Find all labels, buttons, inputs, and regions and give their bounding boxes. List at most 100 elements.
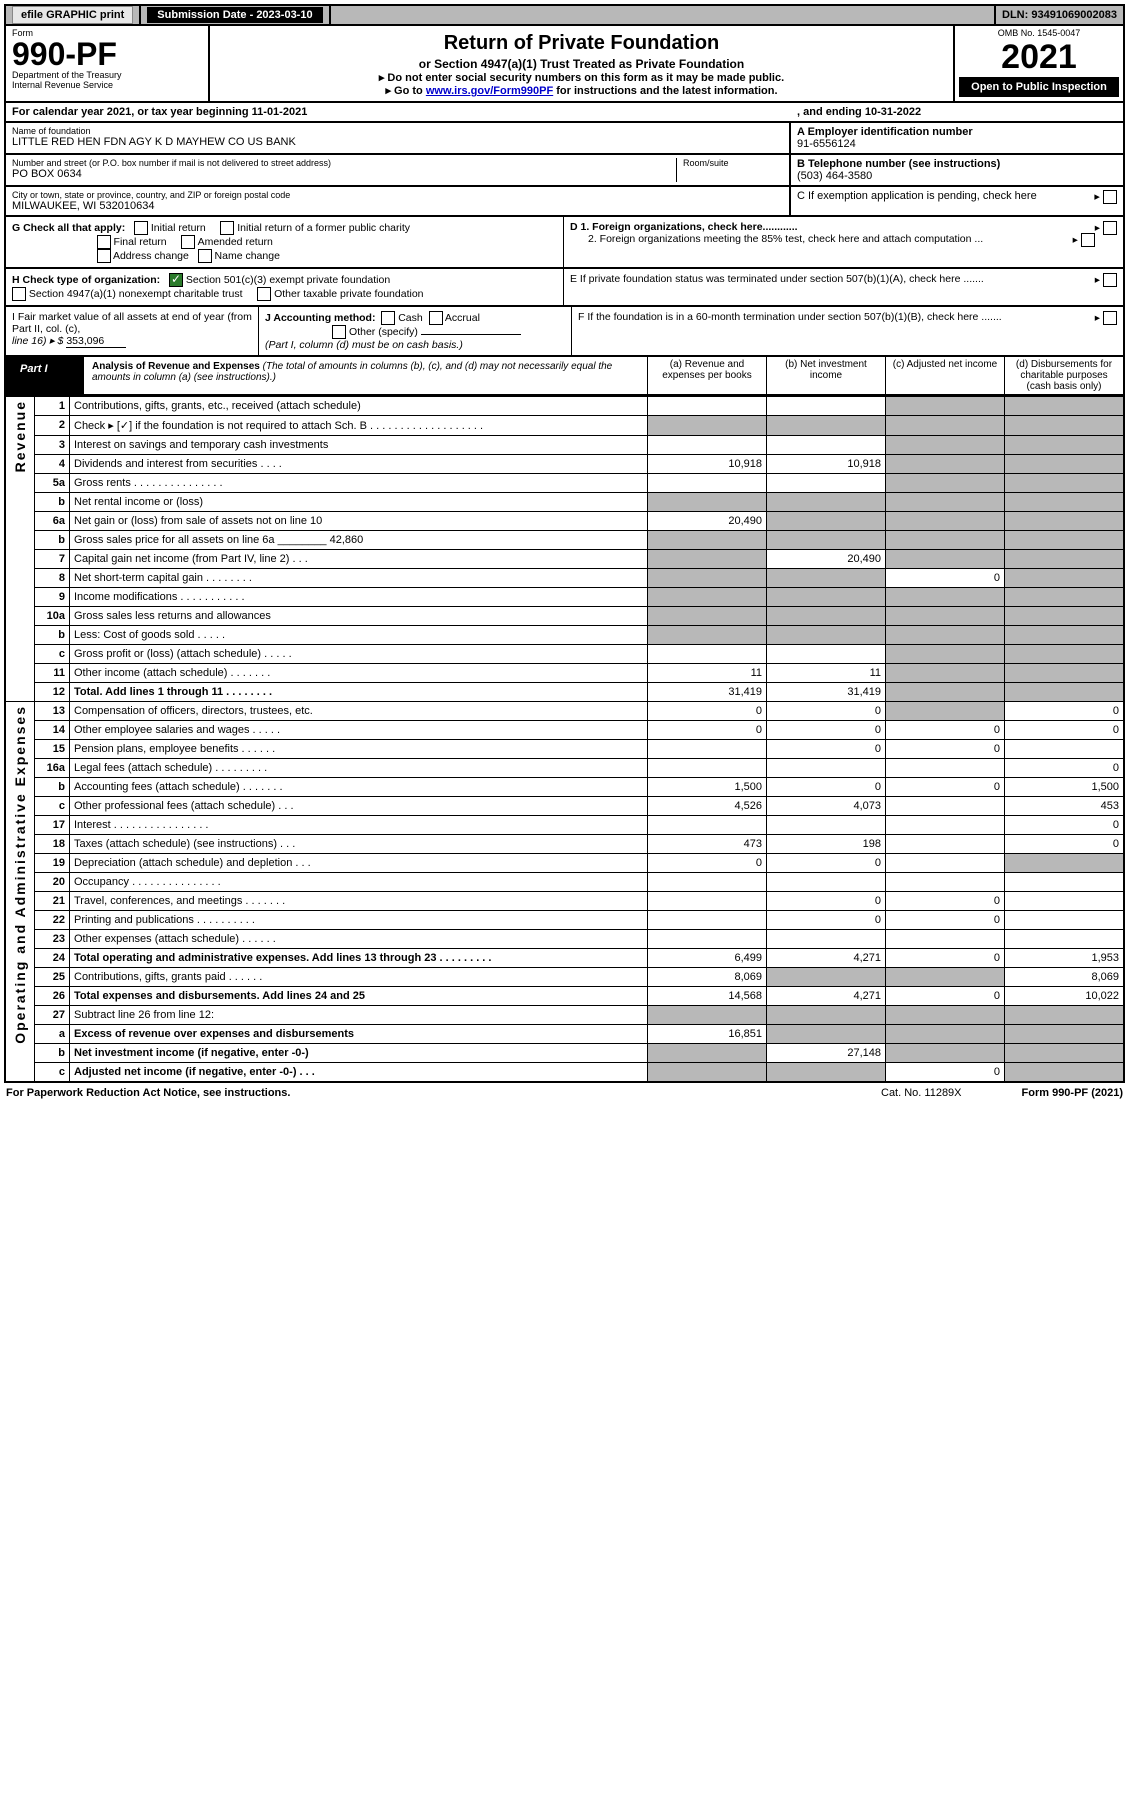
fmv: 353,096: [66, 335, 126, 348]
check-c[interactable]: [1103, 190, 1117, 204]
check-amended[interactable]: [181, 235, 195, 249]
paperwork-notice: For Paperwork Reduction Act Notice, see …: [6, 1087, 290, 1099]
table-row: 19Depreciation (attach schedule) and dep…: [5, 854, 1124, 873]
city: MILWAUKEE, WI 532010634: [12, 200, 783, 212]
col-b-hdr: (b) Net investment income: [766, 357, 885, 394]
check-initial[interactable]: [134, 221, 148, 235]
table-row: 16aLegal fees (attach schedule) . . . . …: [5, 759, 1124, 778]
check-4947[interactable]: [12, 287, 26, 301]
page-footer: For Paperwork Reduction Act Notice, see …: [4, 1083, 1125, 1103]
check-cash[interactable]: [381, 311, 395, 325]
col-c-hdr: (c) Adjusted net income: [885, 357, 1004, 394]
table-row: 3Interest on savings and temporary cash …: [5, 436, 1124, 455]
check-e[interactable]: [1103, 273, 1117, 287]
check-other-acct[interactable]: [332, 325, 346, 339]
table-row: bAccounting fees (attach schedule) . . .…: [5, 778, 1124, 797]
table-row: cOther professional fees (attach schedul…: [5, 797, 1124, 816]
phone: (503) 464-3580: [797, 170, 1117, 182]
cat-no: Cat. No. 11289X: [881, 1087, 962, 1099]
table-row: 8Net short-term capital gain . . . . . .…: [5, 569, 1124, 588]
table-row: 4Dividends and interest from securities …: [5, 455, 1124, 474]
ein-label: A Employer identification number: [797, 126, 1117, 138]
address: PO BOX 0634: [12, 168, 676, 180]
table-row: 14Other employee salaries and wages . . …: [5, 721, 1124, 740]
check-other-tax[interactable]: [257, 287, 271, 301]
table-row: Operating and Administrative Expenses13C…: [5, 702, 1124, 721]
check-501c3[interactable]: [169, 273, 183, 287]
d2: 2. Foreign organizations meeting the 85%…: [588, 233, 983, 245]
part1-header: Part I Analysis of Revenue and Expenses …: [4, 357, 1125, 396]
expenses-side: Operating and Administrative Expenses: [12, 705, 28, 1044]
h-label: H Check type of organization:: [12, 274, 160, 286]
part1-table: Revenue1Contributions, gifts, grants, et…: [4, 396, 1125, 1083]
check-final[interactable]: [97, 235, 111, 249]
check-former[interactable]: [220, 221, 234, 235]
table-row: 26Total expenses and disbursements. Add …: [5, 987, 1124, 1006]
calendar-row: For calendar year 2021, or tax year begi…: [4, 103, 1125, 123]
table-row: 12Total. Add lines 1 through 11 . . . . …: [5, 683, 1124, 702]
j-note: (Part I, column (d) must be on cash basi…: [265, 339, 463, 351]
room-label: Room/suite: [683, 158, 783, 168]
table-row: bNet investment income (if negative, ent…: [5, 1044, 1124, 1063]
check-accrual[interactable]: [429, 311, 443, 325]
table-row: 21Travel, conferences, and meetings . . …: [5, 892, 1124, 911]
box-f: F If the foundation is in a 60-month ter…: [578, 311, 1002, 323]
check-f[interactable]: [1103, 311, 1117, 325]
check-d1[interactable]: [1103, 221, 1117, 235]
form-number: 990-PF: [12, 38, 202, 70]
form-title: Return of Private Foundation: [220, 32, 943, 55]
efile-btn[interactable]: efile GRAPHIC print: [6, 6, 141, 24]
top-bar: efile GRAPHIC print Submission Date - 20…: [4, 4, 1125, 26]
tax-year: 2021: [959, 38, 1119, 77]
j-label: J Accounting method:: [265, 312, 375, 324]
submission-pill: Submission Date - 2023-03-10: [141, 6, 330, 24]
irs: Internal Revenue Service: [12, 80, 202, 90]
irs-link[interactable]: www.irs.gov/Form990PF: [426, 85, 553, 97]
dln: DLN: 93491069002083: [994, 6, 1123, 24]
g-label: G Check all that apply:: [12, 222, 125, 234]
table-row: 24Total operating and administrative exp…: [5, 949, 1124, 968]
table-row: Revenue1Contributions, gifts, grants, et…: [5, 397, 1124, 416]
check-name[interactable]: [198, 249, 212, 263]
instr-1: ▸ Do not enter social security numbers o…: [220, 71, 943, 84]
table-row: 22Printing and publications . . . . . . …: [5, 911, 1124, 930]
table-row: 17Interest . . . . . . . . . . . . . . .…: [5, 816, 1124, 835]
check-addr[interactable]: [97, 249, 111, 263]
ein: 91-6556124: [797, 138, 1117, 150]
table-row: 15Pension plans, employee benefits . . .…: [5, 740, 1124, 759]
table-row: 9Income modifications . . . . . . . . . …: [5, 588, 1124, 607]
d1: D 1. Foreign organizations, check here..…: [570, 221, 798, 233]
check-d2[interactable]: [1081, 233, 1095, 247]
addr-label: Number and street (or P.O. box number if…: [12, 158, 676, 168]
name-label: Name of foundation: [12, 126, 783, 136]
phone-label: B Telephone number (see instructions): [797, 158, 1117, 170]
table-row: 23Other expenses (attach schedule) . . .…: [5, 930, 1124, 949]
foundation-name: LITTLE RED HEN FDN AGY K D MAYHEW CO US …: [12, 136, 783, 148]
instr-2: ▸ Go to www.irs.gov/Form990PF for instru…: [220, 84, 943, 97]
table-row: 25Contributions, gifts, grants paid . . …: [5, 968, 1124, 987]
table-row: 27Subtract line 26 from line 12:: [5, 1006, 1124, 1025]
col-a-hdr: (a) Revenue and expenses per books: [647, 357, 766, 394]
table-row: 6aNet gain or (loss) from sale of assets…: [5, 512, 1124, 531]
table-row: 2Check ▸ [✓] if the foundation is not re…: [5, 416, 1124, 436]
table-row: 7Capital gain net income (from Part IV, …: [5, 550, 1124, 569]
table-row: 20Occupancy . . . . . . . . . . . . . . …: [5, 873, 1124, 892]
table-row: 5aGross rents . . . . . . . . . . . . . …: [5, 474, 1124, 493]
omb: OMB No. 1545-0047: [959, 28, 1119, 38]
box-c: C If exemption application is pending, c…: [797, 190, 1037, 202]
table-row: bGross sales price for all assets on lin…: [5, 531, 1124, 550]
i-line1: I Fair market value of all assets at end…: [12, 311, 252, 335]
table-row: bLess: Cost of goods sold . . . . .: [5, 626, 1124, 645]
dept: Department of the Treasury: [12, 70, 202, 80]
box-e: E If private foundation status was termi…: [570, 273, 984, 285]
table-row: cAdjusted net income (if negative, enter…: [5, 1063, 1124, 1083]
form-ref: Form 990-PF (2021): [1022, 1087, 1123, 1099]
form-header: Form 990-PF Department of the Treasury I…: [4, 26, 1125, 103]
revenue-side: Revenue: [12, 400, 28, 472]
table-row: bNet rental income or (loss): [5, 493, 1124, 512]
table-row: cGross profit or (loss) (attach schedule…: [5, 645, 1124, 664]
col-d-hdr: (d) Disbursements for charitable purpose…: [1004, 357, 1123, 394]
form-subtitle: or Section 4947(a)(1) Trust Treated as P…: [220, 57, 943, 71]
table-row: 11Other income (attach schedule) . . . .…: [5, 664, 1124, 683]
table-row: 10aGross sales less returns and allowanc…: [5, 607, 1124, 626]
